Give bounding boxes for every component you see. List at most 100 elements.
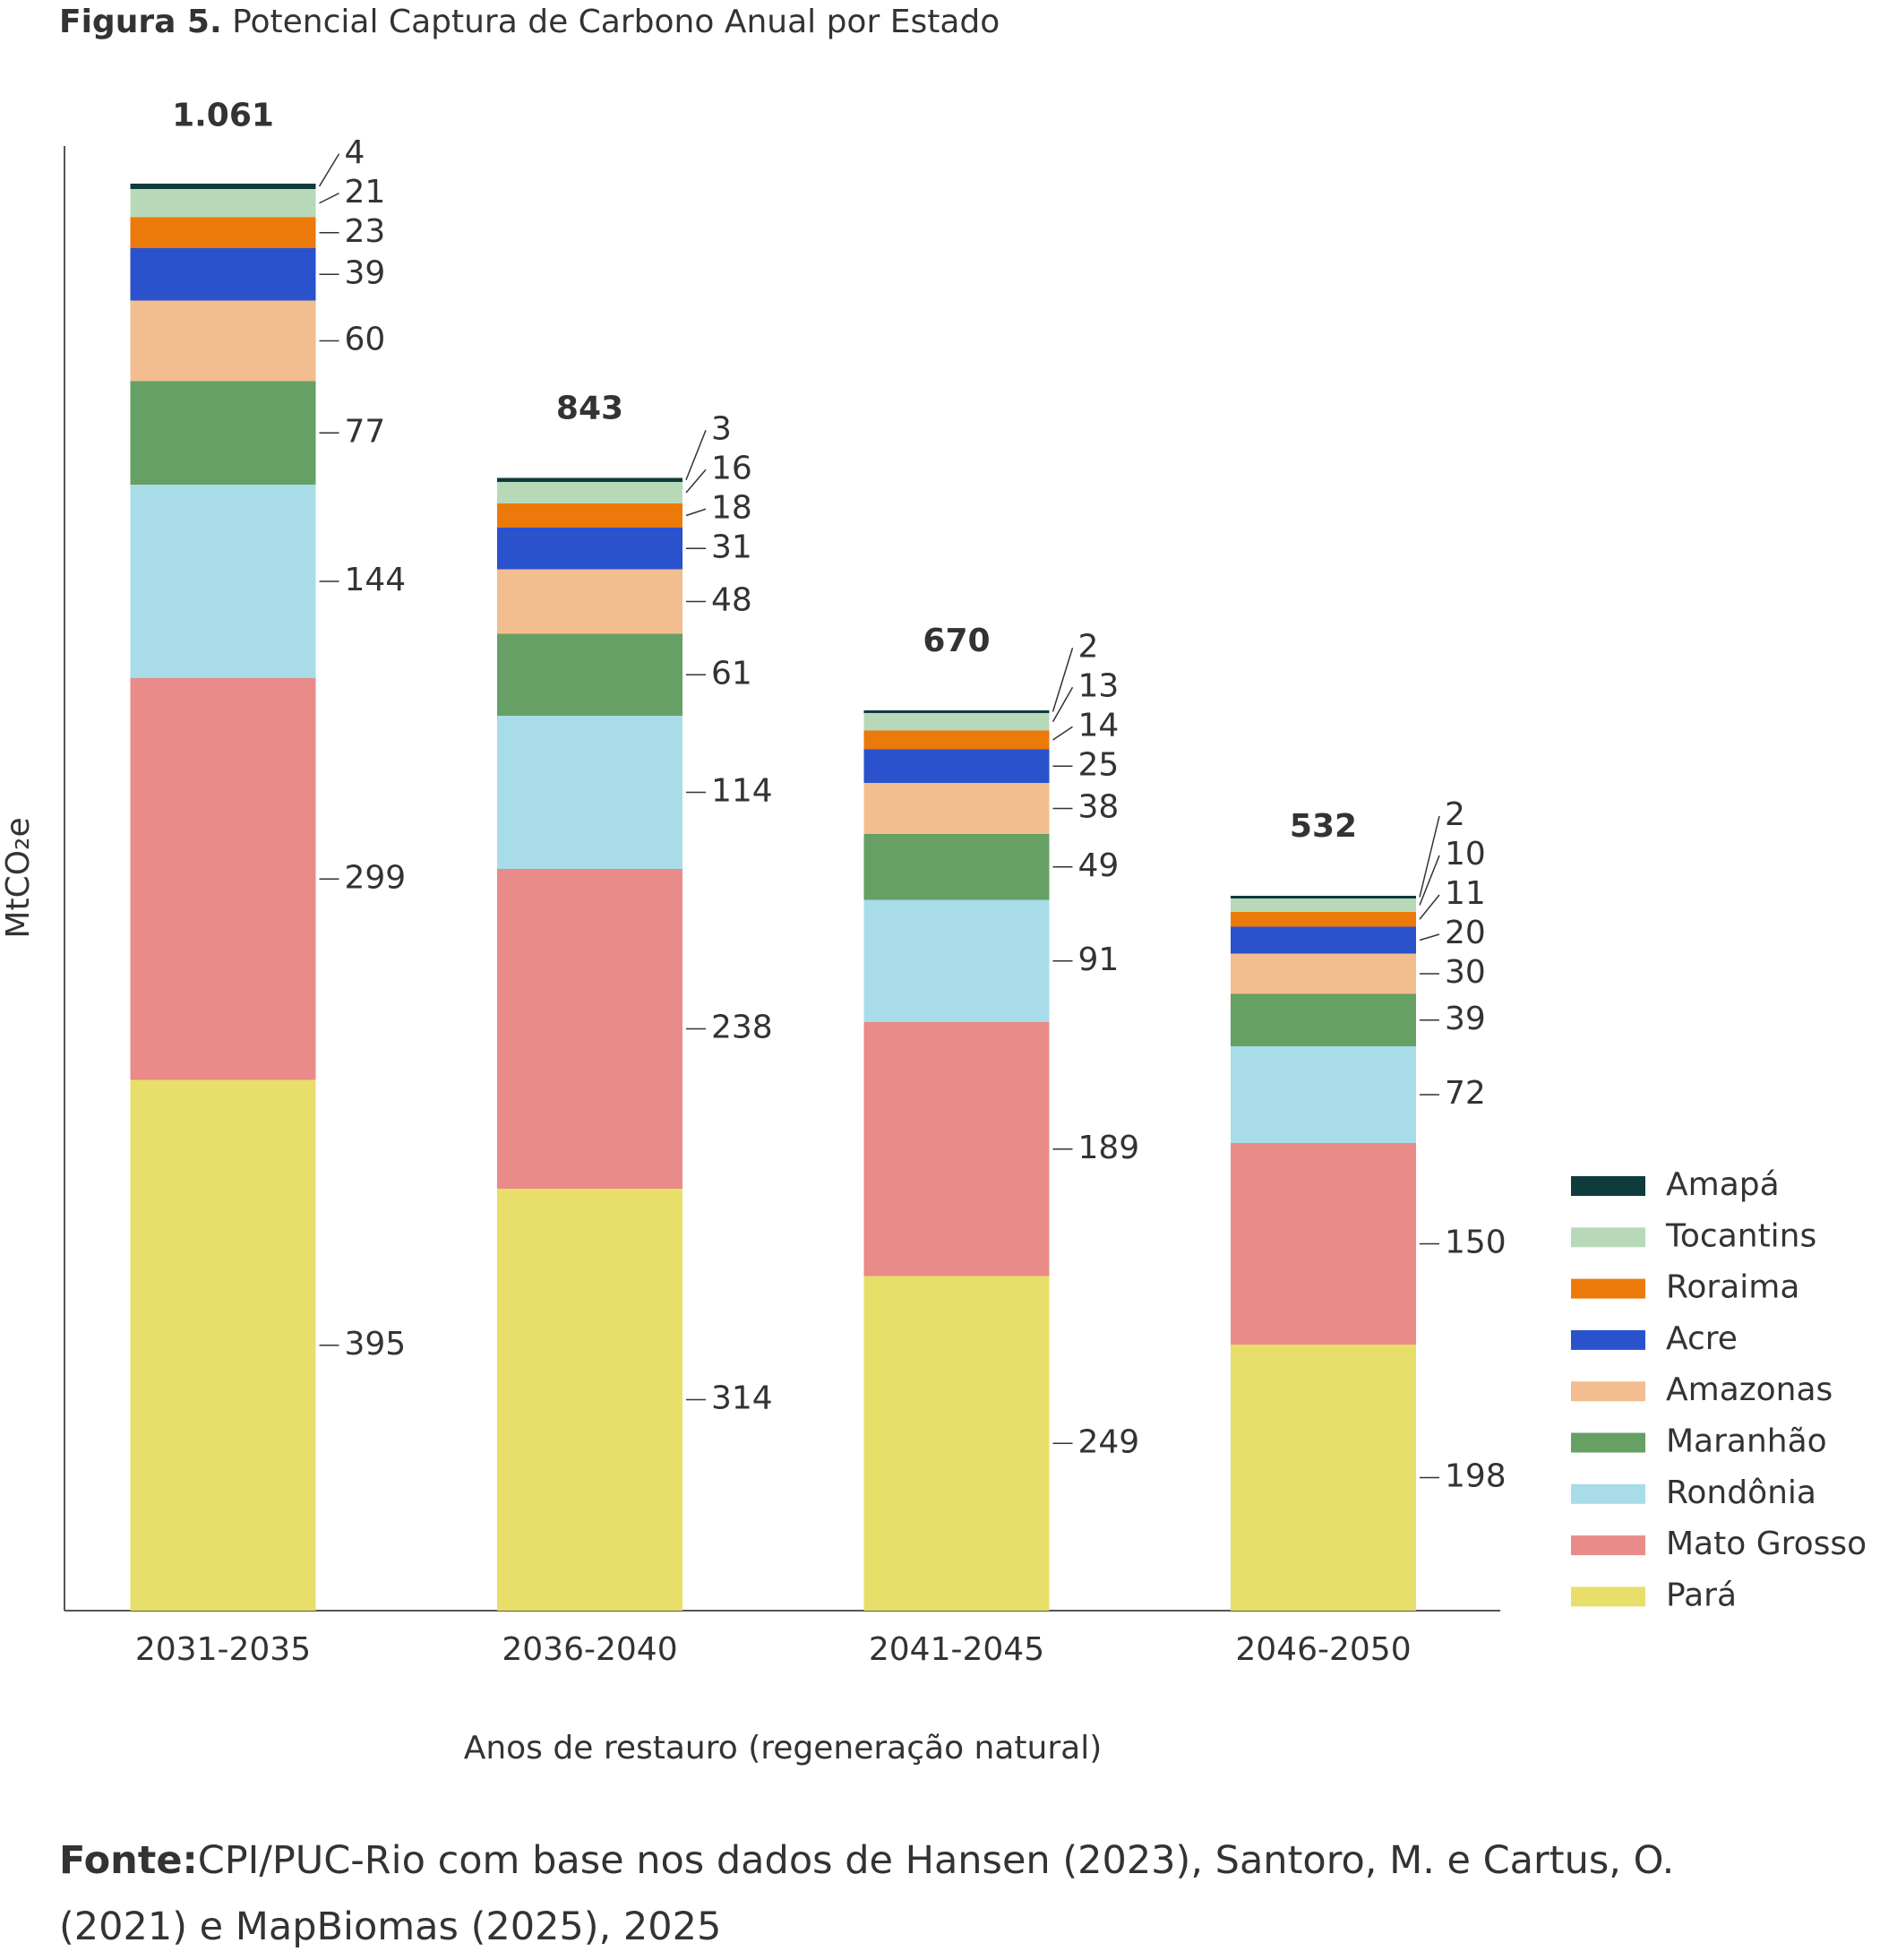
bar-segment: [1231, 1143, 1416, 1345]
value-label: 2: [1078, 628, 1099, 665]
value-label: 3: [711, 410, 732, 447]
legend-swatch: [1571, 1381, 1645, 1402]
legend-label: Mato Grosso: [1666, 1526, 1867, 1562]
bar-segment: [497, 482, 682, 503]
legend-label: Amapá: [1666, 1166, 1780, 1203]
legend-label: Tocantins: [1665, 1217, 1816, 1254]
bar-segment: [1231, 1046, 1416, 1143]
bar-segment: [497, 569, 682, 634]
bar-segment: [863, 899, 1050, 1022]
bar-segment: [130, 300, 316, 382]
label-leader: [1419, 815, 1440, 898]
legend-swatch: [1571, 1278, 1645, 1299]
label-leader: [1419, 894, 1440, 920]
bar-segment: [130, 217, 316, 248]
legend-swatch: [1571, 1176, 1645, 1196]
value-label: 23: [345, 213, 386, 250]
bar-segment: [130, 381, 316, 485]
x-tick-label: 2036-2040: [502, 1631, 677, 1668]
bar-segment: [497, 528, 682, 570]
total-label: 843: [556, 391, 623, 427]
bar-segment: [863, 713, 1050, 731]
legend-label: Pará: [1666, 1577, 1737, 1613]
bar-segment: [497, 869, 682, 1189]
value-label: 11: [1445, 875, 1486, 912]
bar-segment: [130, 184, 316, 189]
bar-segment: [1231, 926, 1416, 954]
bar-segment: [130, 248, 316, 301]
label-leader: [1419, 933, 1440, 941]
value-label: 198: [1445, 1458, 1507, 1495]
y-axis-label: MtCO₂e: [0, 817, 37, 938]
total-label: 670: [923, 623, 990, 659]
value-label: 39: [345, 254, 386, 291]
legend-label: Roraima: [1666, 1269, 1799, 1306]
source-label: Fonte:: [59, 1838, 198, 1883]
bar-segment: [497, 633, 682, 716]
value-label: 13: [1078, 667, 1120, 704]
bar-segment: [130, 678, 316, 1080]
bar-segment: [130, 1079, 316, 1611]
value-label: 20: [1445, 915, 1486, 951]
legend-swatch: [1571, 1586, 1645, 1607]
legend-label: Maranhão: [1666, 1423, 1827, 1460]
value-label: 91: [1078, 941, 1120, 978]
label-leader: [1052, 648, 1074, 712]
legend-swatch: [1571, 1535, 1645, 1556]
value-label: 14: [1078, 707, 1120, 744]
bar-segment: [863, 1276, 1050, 1611]
bar-segment: [497, 1189, 682, 1611]
label-leader: [685, 469, 707, 494]
x-axis-label: Anos de restauro (regeneração natural): [464, 1730, 1103, 1767]
bar-segment: [863, 710, 1050, 713]
bar-segment: [1231, 912, 1416, 927]
value-label: 48: [711, 582, 752, 619]
x-tick-label: 2046-2050: [1235, 1631, 1411, 1668]
legend-swatch: [1571, 1227, 1645, 1248]
label-leader: [1052, 726, 1073, 741]
bar-segment: [863, 783, 1050, 834]
value-label: 10: [1445, 836, 1486, 873]
legend-label: Amazonas: [1666, 1371, 1833, 1408]
value-label: 144: [345, 562, 407, 598]
label-leader: [319, 193, 339, 204]
value-label: 16: [711, 450, 752, 486]
value-label: 21: [345, 174, 386, 211]
value-label: 4: [345, 134, 365, 171]
bar-segment: [1231, 953, 1416, 994]
bar-segment: [863, 834, 1050, 900]
label-leader: [318, 153, 340, 187]
title-text: Potencial Captura de Carbono Anual por E…: [232, 4, 1000, 40]
legend-swatch: [1571, 1432, 1645, 1453]
x-tick-label: 2041-2045: [869, 1631, 1044, 1668]
value-label: 189: [1078, 1130, 1140, 1166]
value-label: 314: [711, 1380, 773, 1417]
legend-swatch: [1571, 1483, 1645, 1504]
label-leader: [1419, 855, 1440, 906]
legend-label: Rondônia: [1666, 1474, 1816, 1511]
chart-title: Figura 5. Potencial Captura de Carbono A…: [59, 4, 1000, 40]
value-label: 395: [345, 1326, 407, 1363]
total-label: 1.061: [172, 98, 274, 134]
bar-segment: [497, 716, 682, 869]
value-label: 61: [711, 655, 752, 692]
bar-segment: [863, 1022, 1050, 1277]
legend-swatch: [1571, 1329, 1645, 1350]
bar-segment: [1231, 993, 1416, 1046]
value-label: 31: [711, 529, 752, 565]
bar-segment: [863, 730, 1050, 750]
x-tick-label: 2031-2035: [135, 1631, 311, 1668]
source-text: CPI/PUC-Rio com base nos dados de Hansen…: [59, 1838, 1675, 1949]
bar-segment: [497, 503, 682, 528]
total-label: 532: [1290, 808, 1357, 845]
bar-segment: [863, 749, 1050, 783]
title-prefix: Figura 5.: [59, 4, 222, 40]
value-label: 72: [1445, 1075, 1486, 1112]
bar-segment: [1231, 896, 1416, 898]
value-label: 150: [1445, 1225, 1507, 1261]
bar-segment: [497, 477, 682, 482]
value-label: 60: [345, 322, 386, 358]
bar-segment: [1231, 898, 1416, 912]
label-leader: [685, 508, 707, 517]
